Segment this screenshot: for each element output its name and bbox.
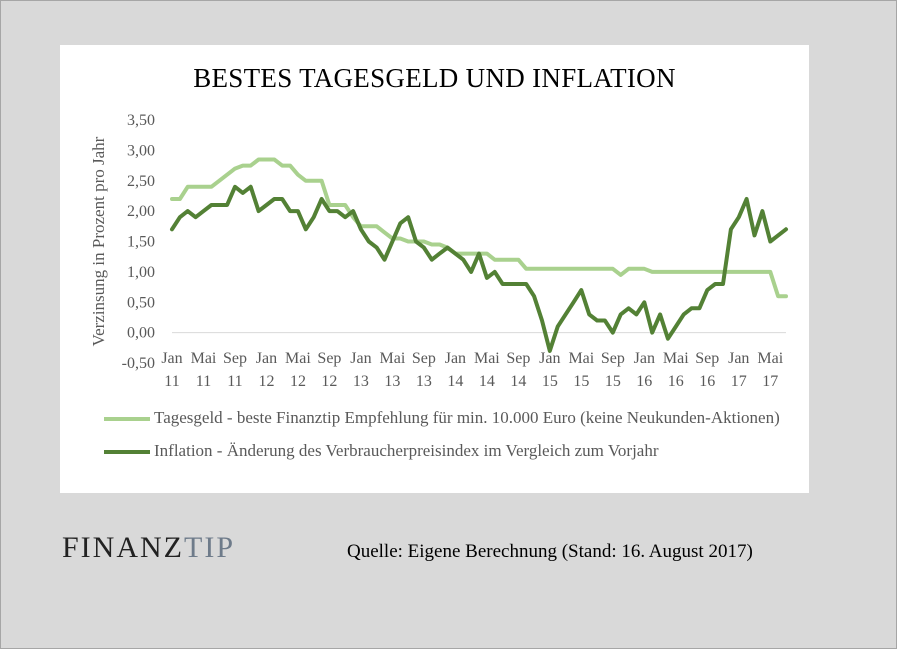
- x-tick-year: 14: [447, 373, 463, 390]
- legend-swatch-inflation: [104, 450, 150, 454]
- y-tick-label: 2,50: [127, 173, 155, 190]
- tagesgeld-series-line: [170, 157, 788, 299]
- x-tick-month: Mai: [191, 350, 217, 367]
- x-tick-year: 11: [164, 373, 179, 390]
- series-lines: [170, 157, 788, 353]
- x-tick-month: Sep: [317, 350, 341, 367]
- legend-label-inflation: Inflation - Änderung des Verbraucherprei…: [154, 441, 659, 460]
- logo-part-finanz: FINANZ: [62, 531, 184, 564]
- x-tick-year: 15: [605, 373, 621, 390]
- x-tick-year: 12: [290, 373, 306, 390]
- y-axis-ticks: 3,50 3,00 2,50 2,00 1,50 1,00 0,50 0,00 -0,50: [122, 112, 155, 372]
- x-tick-year: 16: [699, 373, 715, 390]
- x-tick-month: Mai: [663, 350, 689, 367]
- y-tick-label: 0,50: [127, 294, 155, 311]
- y-tick-label: 1,00: [127, 264, 155, 281]
- x-tick-month: Mai: [380, 350, 406, 367]
- x-tick-month: Mai: [568, 350, 594, 367]
- x-tick-year: 16: [668, 373, 684, 390]
- source-note: Quelle: Eigene Berechnung (Stand: 16. Au…: [347, 541, 753, 562]
- legend-item-inflation: Inflation - Änderung des Verbraucherprei…: [104, 440, 784, 461]
- chart-title: BESTES TAGESGELD UND INFLATION: [193, 63, 676, 93]
- line-chart: 3,50 3,00 2,50 2,00 1,50 1,00 0,50 0,00 -0,50 Ja…: [89, 112, 788, 390]
- y-tick-label: 1,50: [127, 234, 155, 251]
- x-tick-year: 17: [762, 373, 778, 390]
- x-tick-month: Jan: [256, 350, 277, 367]
- x-tick-month: Sep: [506, 350, 530, 367]
- x-tick-year: 12: [321, 373, 337, 390]
- x-tick-year: 15: [542, 373, 558, 390]
- x-tick-year: 14: [510, 373, 526, 390]
- x-tick-month: Jan: [728, 350, 749, 367]
- x-tick-month: Mai: [285, 350, 311, 367]
- x-tick-month: Sep: [412, 350, 436, 367]
- legend: Tagesgeld - beste Finanztip Empfehlung f…: [104, 407, 784, 461]
- finanztip-logo: FINANZTIP: [62, 531, 235, 565]
- x-tick-month: Sep: [695, 350, 719, 367]
- x-tick-month: Mai: [474, 350, 500, 367]
- x-tick-year: 13: [416, 373, 432, 390]
- x-tick-month: Jan: [539, 350, 560, 367]
- x-tick-month: Jan: [350, 350, 371, 367]
- x-tick-year: 14: [479, 373, 495, 390]
- x-tick-year: 16: [636, 373, 652, 390]
- y-tick-label: 2,00: [127, 203, 155, 220]
- x-tick-year: 11: [227, 373, 242, 390]
- x-tick-year: 13: [353, 373, 369, 390]
- y-tick-label: -0,50: [122, 355, 155, 372]
- y-tick-label: 0,00: [127, 325, 155, 342]
- x-tick-month: Sep: [601, 350, 625, 367]
- y-axis-label: Verzinsung in Prozent pro Jahr: [89, 136, 108, 346]
- inflation-series-line: [170, 184, 788, 353]
- x-tick-year: 13: [384, 373, 400, 390]
- x-tick-month: Jan: [161, 350, 182, 367]
- x-tick-month: Sep: [223, 350, 247, 367]
- y-tick-label: 3,00: [127, 142, 155, 159]
- legend-item-tagesgeld: Tagesgeld - beste Finanztip Empfehlung f…: [104, 407, 784, 428]
- x-tick-year: 12: [258, 373, 274, 390]
- chart-panel: BESTES TAGESGELD UND INFLATION 3,50 3,00 2…: [60, 45, 809, 493]
- x-tick-month: Jan: [634, 350, 655, 367]
- x-tick-year: 17: [731, 373, 747, 390]
- x-axis-ticks: Jan 11 Mai 11 Sep 11 Jan 12 Mai 12 Sep 12 Jan 13 Mai 13…: [161, 350, 783, 390]
- x-tick-year: 15: [573, 373, 589, 390]
- x-tick-month: Mai: [757, 350, 783, 367]
- x-tick-month: Jan: [445, 350, 466, 367]
- x-tick-year: 11: [196, 373, 211, 390]
- y-tick-label: 3,50: [127, 112, 155, 129]
- logo-part-tip: TIP: [184, 531, 235, 564]
- legend-swatch-tagesgeld: [104, 417, 150, 421]
- legend-label-tagesgeld: Tagesgeld - beste Finanztip Empfehlung f…: [154, 408, 780, 427]
